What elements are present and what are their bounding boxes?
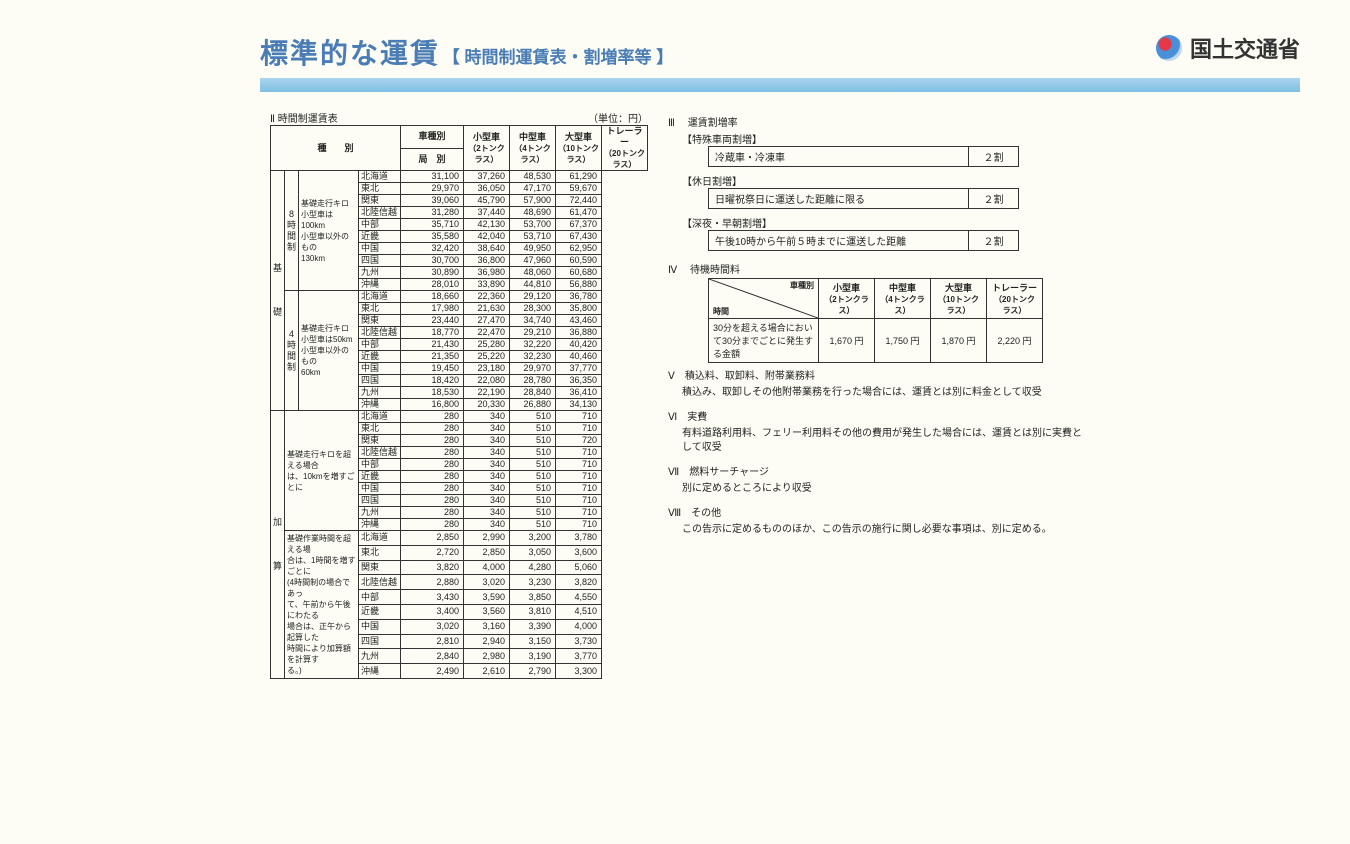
page-title: 標準的な運賃 <box>260 38 440 69</box>
content: Ⅱ 時間制運賃表 （単位：円） 種 別車種別小型車（2トンクラス）中型車（4トン… <box>0 92 1350 679</box>
section-2-heading: Ⅱ 時間制運賃表 （単位：円） <box>270 110 648 125</box>
wait-time-table: 車種別時間小型車（2トンクラス）中型車（4トンクラス）大型車（10トンクラス）ト… <box>708 278 1043 363</box>
ministry-logo: 国土交通省 <box>1156 32 1300 64</box>
surcharge-table: 午後10時から午前５時までに運送した距離 ２割 <box>708 230 1019 251</box>
logo-text: 国土交通省 <box>1190 32 1300 64</box>
section-body: 有料道路利用料、フェリー利用料その他の費用が発生した場合には、運賃とは別に実費と… <box>682 427 1088 455</box>
logo-icon <box>1156 35 1182 61</box>
header-divider <box>260 78 1300 92</box>
unit-label: （単位：円） <box>588 110 648 125</box>
page-header: 標準的な運賃 【 時間制運賃表・割増率等 】 国土交通省 <box>0 0 1350 92</box>
section-heading: Ⅴ 積込料、取卸料、附帯業務料 <box>668 367 1088 382</box>
paragraphs: Ⅴ 積込料、取卸料、附帯業務料 積込み、取卸しその他附帯業務を行った場合には、運… <box>668 367 1088 537</box>
section-heading: Ⅶ 燃料サーチャージ <box>668 463 1088 478</box>
surcharge-rate: ２割 <box>969 231 1019 251</box>
surcharge-label: 【休日割増】 <box>668 173 1088 188</box>
surcharge-item: 冷蔵車・冷凍車 <box>709 147 969 167</box>
section-body: 別に定めるところにより収受 <box>682 482 1088 496</box>
section-heading: Ⅷ その他 <box>668 504 1088 519</box>
surcharge-label: 【特殊車両割増】 <box>668 131 1088 146</box>
section-3-heading: Ⅲ 運賃割増率 <box>668 114 1088 129</box>
right-column: Ⅲ 運賃割増率 【特殊車両割増】 冷蔵車・冷凍車 ２割 【休日割増】 日曜祝祭日… <box>668 110 1088 679</box>
surcharge-container: 【特殊車両割増】 冷蔵車・冷凍車 ２割 【休日割増】 日曜祝祭日に運送した距離に… <box>668 131 1088 257</box>
surcharge-rate: ２割 <box>969 147 1019 167</box>
section-body: 積込み、取卸しその他附帯業務を行った場合には、運賃とは別に料金として収受 <box>682 386 1088 400</box>
left-column: Ⅱ 時間制運賃表 （単位：円） 種 別車種別小型車（2トンクラス）中型車（4トン… <box>270 110 648 679</box>
section-heading: Ⅵ 実費 <box>668 408 1088 423</box>
fare-table: 種 別車種別小型車（2トンクラス）中型車（4トンクラス）大型車（10トンクラス）… <box>270 125 648 679</box>
surcharge-item: 日曜祝祭日に運送した距離に限る <box>709 189 969 209</box>
surcharge-table: 冷蔵車・冷凍車 ２割 <box>708 146 1019 167</box>
section-body: この告示に定めるもののほか、この告示の施行に関し必要な事項は、別に定める。 <box>682 523 1088 537</box>
surcharge-rate: ２割 <box>969 189 1019 209</box>
section-4-heading: Ⅳ 待機時間料 <box>668 261 1088 276</box>
surcharge-item: 午後10時から午前５時までに運送した距離 <box>709 231 969 251</box>
page-subtitle: 【 時間制運賃表・割増率等 】 <box>443 48 673 67</box>
surcharge-table: 日曜祝祭日に運送した距離に限る ２割 <box>708 188 1019 209</box>
surcharge-label: 【深夜・早朝割増】 <box>668 215 1088 230</box>
